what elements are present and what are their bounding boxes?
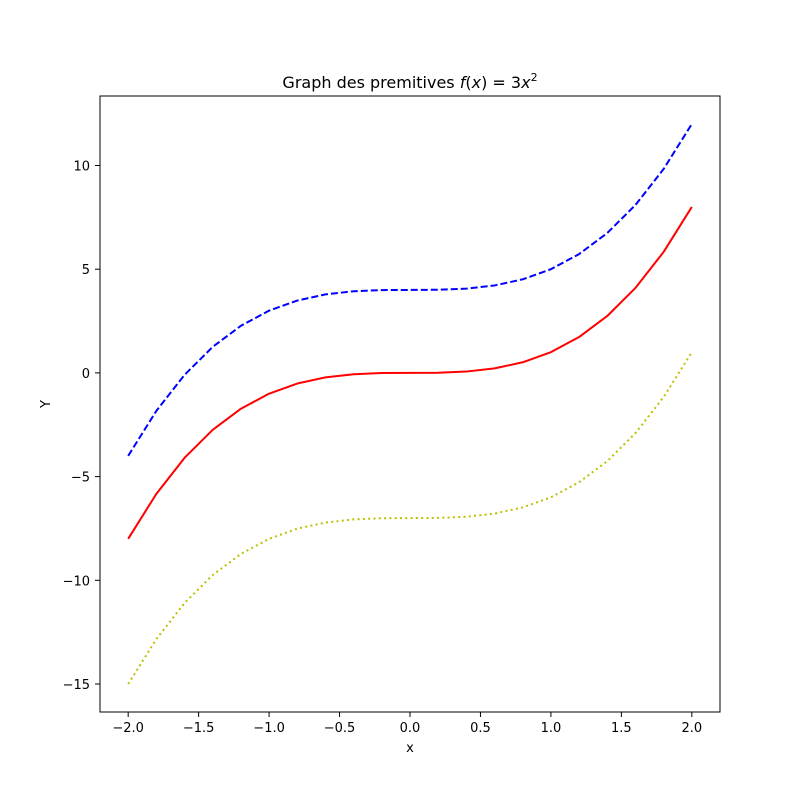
series-dotted-olive — [127, 351, 693, 685]
y-axis-label: Y — [39, 400, 54, 409]
y-tick-label: −5 — [71, 471, 90, 486]
x-tick-label: −0.5 — [324, 721, 356, 736]
series-dashed-blue — [127, 123, 693, 457]
chart-title-func: f — [460, 73, 468, 92]
chart-title-text: Graph des premitives — [282, 73, 459, 92]
series-layer — [127, 123, 693, 685]
chart-title-exp: 2 — [531, 71, 538, 84]
chart-title: Graph des premitives f(x) = 3x2 — [282, 71, 537, 92]
y-tick-label: −10 — [63, 574, 90, 589]
chart-title-eq: = 3 — [487, 73, 521, 92]
x-tick-label: −1.0 — [253, 721, 285, 736]
x-tick-label: 1.0 — [541, 721, 562, 736]
x-tick-label: 0.0 — [400, 721, 421, 736]
x-axis-label: x — [406, 741, 414, 756]
x-tick-label: −2.0 — [112, 721, 144, 736]
chart-title-var: x — [520, 73, 531, 92]
y-tick-label: 10 — [73, 159, 90, 174]
x-axis-ticks: −2.0 −1.5 −1.0 −0.5 0.0 0.5 1.0 1.5 2.0 — [112, 712, 702, 736]
x-tick-label: 2.0 — [681, 721, 702, 736]
plot-frame — [99, 95, 721, 713]
series-solid-red — [127, 206, 693, 540]
x-tick-label: 0.5 — [470, 721, 491, 736]
y-tick-label: 0 — [82, 367, 90, 382]
x-tick-label: −1.5 — [183, 721, 215, 736]
y-tick-label: 5 — [82, 263, 90, 278]
y-tick-label: −15 — [63, 678, 90, 693]
chart-title-arg: x — [471, 73, 482, 92]
x-tick-label: 1.5 — [611, 721, 632, 736]
y-axis-ticks: −15 −10 −5 0 5 10 — [63, 159, 100, 693]
